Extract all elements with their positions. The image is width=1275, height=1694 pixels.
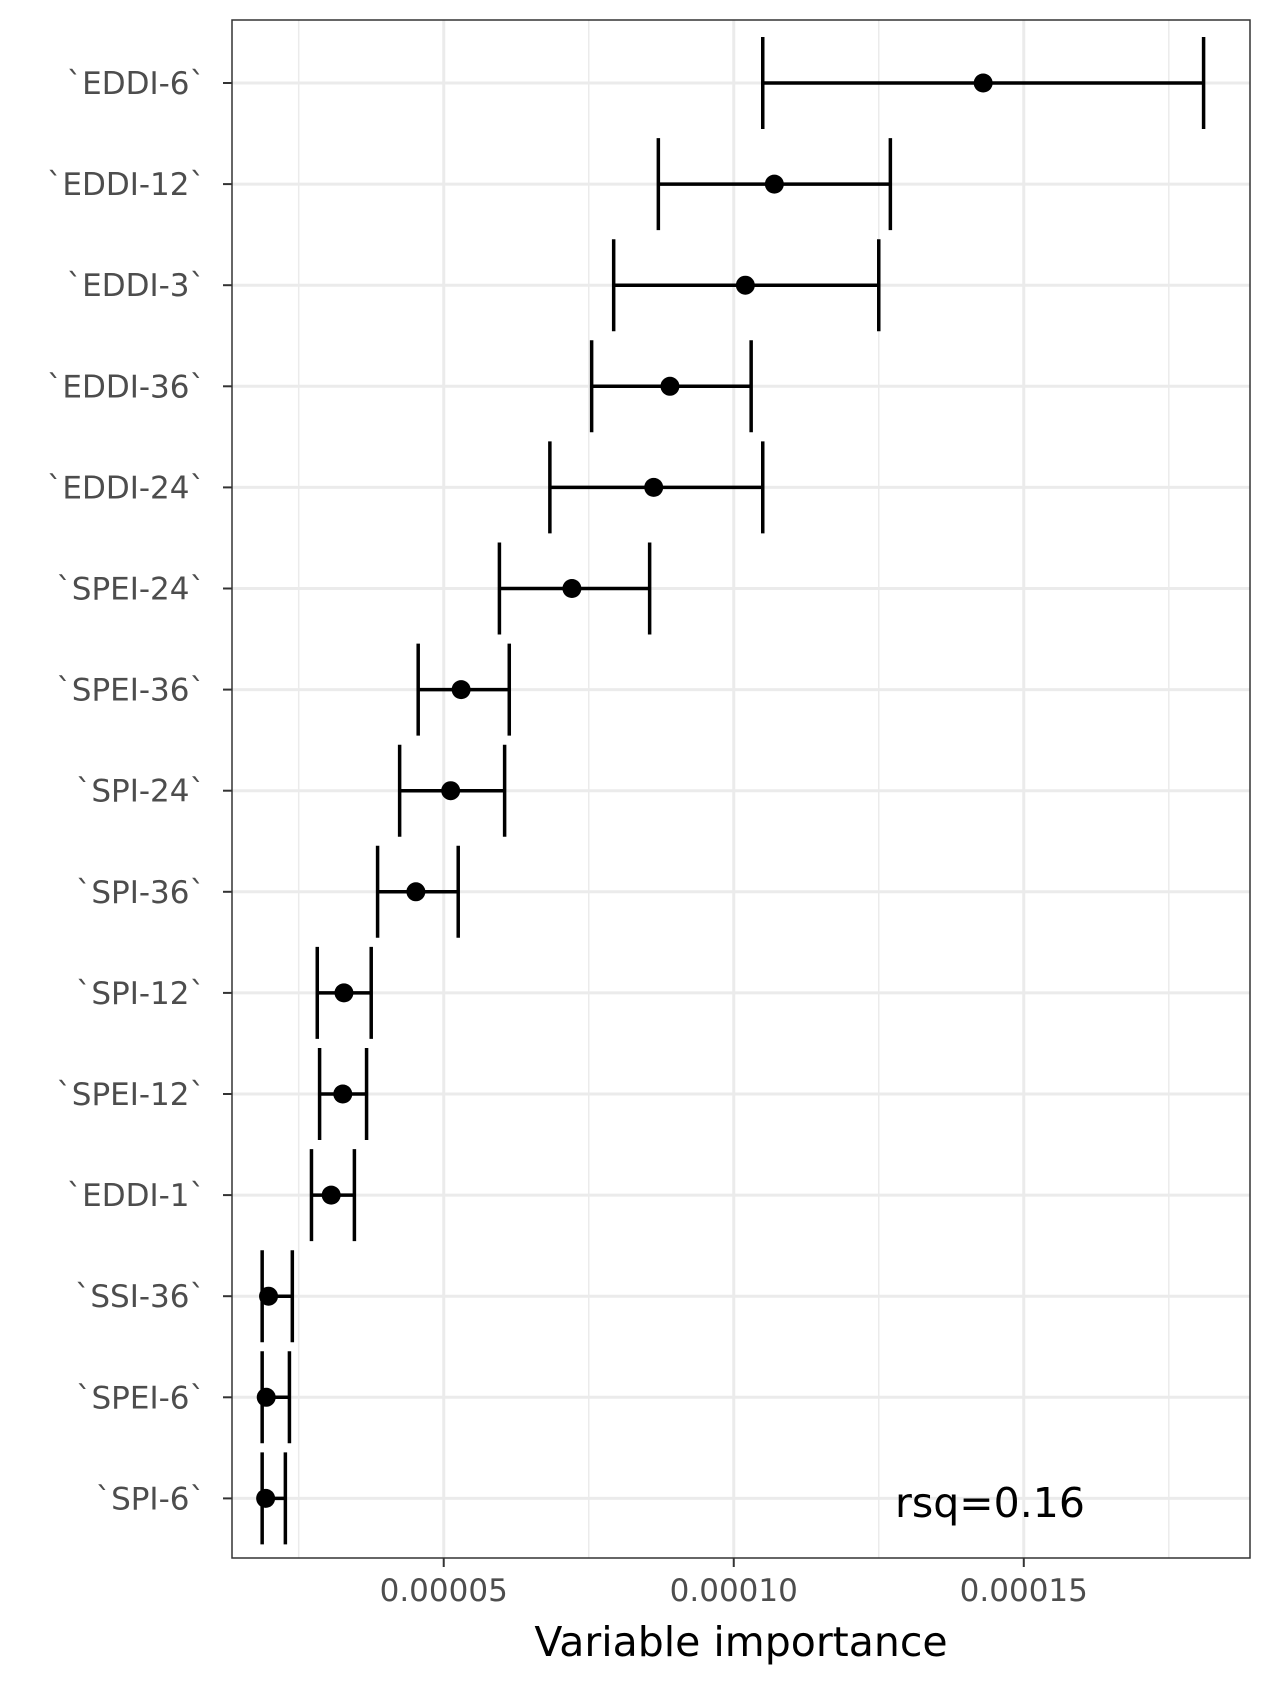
x-axis-title: Variable importance bbox=[534, 1618, 947, 1666]
data-point bbox=[973, 73, 993, 93]
y-tick-label: `EDDI-12` bbox=[47, 167, 205, 203]
errorbar-group bbox=[656, 138, 893, 231]
category-gridlines bbox=[232, 81, 1250, 1500]
y-tick-label: `SPI-24` bbox=[76, 774, 205, 810]
y-tick-label: `SPI-6` bbox=[96, 1481, 205, 1517]
x-tick-label: 0.00010 bbox=[670, 1573, 798, 1609]
data-marks bbox=[256, 37, 1206, 1545]
y-tick-label: `SPEI-36` bbox=[56, 673, 205, 709]
panel-border bbox=[231, 19, 1251, 1559]
errorbar-group bbox=[589, 340, 753, 433]
y-tick-label: `SPEI-24` bbox=[56, 572, 205, 608]
data-point bbox=[406, 882, 426, 902]
y-tick-label: `SPI-36` bbox=[76, 875, 205, 911]
errorbar-group bbox=[611, 239, 881, 332]
errorbar-group bbox=[309, 1149, 357, 1242]
data-point bbox=[451, 680, 471, 700]
data-point bbox=[333, 1084, 353, 1104]
data-point bbox=[660, 376, 680, 396]
data-point bbox=[644, 477, 664, 497]
errorbar-group bbox=[256, 1351, 292, 1444]
data-point bbox=[735, 275, 755, 295]
data-point bbox=[562, 579, 582, 598]
data-point bbox=[441, 781, 461, 801]
y-tick-label: `EDDI-6` bbox=[67, 66, 205, 102]
data-point bbox=[256, 1387, 276, 1407]
data-point bbox=[764, 174, 784, 194]
y-tick-label: `EDDI-36` bbox=[47, 369, 205, 405]
errorbar-group bbox=[375, 845, 460, 938]
errorbar-group bbox=[315, 946, 373, 1039]
errorbar-group bbox=[416, 643, 512, 736]
data-point bbox=[259, 1286, 279, 1306]
data-point bbox=[256, 1488, 276, 1508]
errorbar-group bbox=[397, 744, 507, 837]
y-axis: `EDDI-6` `EDDI-12` `EDDI-3` `EDDI-36` `EDDI-… bbox=[47, 66, 232, 1517]
y-tick-label: `SPEI-12` bbox=[56, 1077, 205, 1113]
errorbar-group bbox=[317, 1048, 369, 1140]
y-tick-label: `EDDI-24` bbox=[47, 470, 205, 506]
data-point bbox=[321, 1185, 341, 1205]
y-tick-label: `SSI-36` bbox=[75, 1279, 205, 1315]
x-tick-label: 0.00015 bbox=[960, 1573, 1088, 1609]
errorbar-group bbox=[259, 1250, 295, 1343]
errorbar-group bbox=[761, 37, 1206, 129]
errorbar-group bbox=[497, 542, 652, 635]
panel-background bbox=[232, 20, 1250, 1558]
errorbar-group bbox=[256, 1452, 288, 1545]
data-point bbox=[334, 983, 354, 1003]
rsq-annotation: rsq=0.16 bbox=[895, 1479, 1085, 1527]
y-tick-label: `EDDI-3` bbox=[67, 268, 205, 304]
y-tick-label: `EDDI-1` bbox=[67, 1178, 205, 1214]
errorbar-group bbox=[548, 441, 765, 534]
y-tick-label: `SPI-12` bbox=[76, 976, 205, 1012]
x-axis: 0.00005 0.00010 0.00015 bbox=[380, 1558, 1088, 1609]
y-tick-label: `SPEI-6` bbox=[76, 1380, 205, 1416]
x-tick-label: 0.00005 bbox=[380, 1573, 508, 1609]
